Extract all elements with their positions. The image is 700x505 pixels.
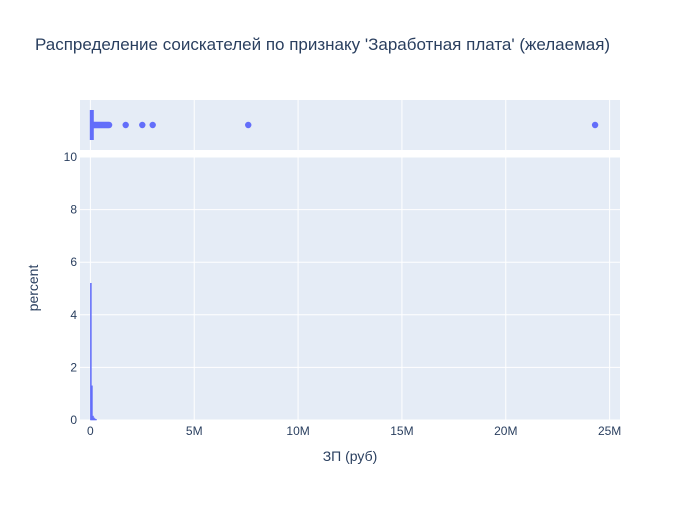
histogram-bar <box>95 419 97 421</box>
outlier-point <box>105 121 113 129</box>
outlier-point <box>245 121 252 129</box>
main-plot-area <box>80 157 620 420</box>
histogram-bar <box>91 385 93 421</box>
y-tick-label: 8 <box>70 203 77 217</box>
histogram-bar <box>90 282 92 421</box>
x-tick-label: 10M <box>286 424 309 438</box>
outlier-point <box>139 121 146 129</box>
y-axis-label: percent <box>25 265 41 312</box>
y-tick-label: 4 <box>70 308 77 322</box>
outlier-point <box>591 121 599 129</box>
marginal-outliers <box>90 121 599 129</box>
chart-title: Распределение соискателей по признаку 'З… <box>35 35 610 54</box>
marginal-grid <box>89 100 611 150</box>
x-axis-label: ЗП (руб) <box>323 448 378 464</box>
marginal-plot-area <box>80 100 620 150</box>
y-tick-label: 10 <box>64 150 78 164</box>
y-axis-ticks: 0 2 4 6 8 10 <box>64 150 78 427</box>
x-tick-label: 15M <box>390 424 413 438</box>
main-grid <box>80 156 620 421</box>
x-tick-label: 20M <box>494 424 517 438</box>
y-tick-label: 0 <box>70 413 77 427</box>
y-tick-label: 2 <box>70 360 77 374</box>
x-tick-label: 0 <box>87 424 94 438</box>
x-axis-ticks: 0 5M 10M 15M 20M 25M <box>87 424 621 438</box>
outlier-point <box>122 121 129 129</box>
x-tick-label: 25M <box>598 424 621 438</box>
histogram-bars <box>90 282 97 421</box>
outlier-point <box>149 121 156 129</box>
x-tick-label: 5M <box>186 424 203 438</box>
y-tick-label: 6 <box>70 255 77 269</box>
